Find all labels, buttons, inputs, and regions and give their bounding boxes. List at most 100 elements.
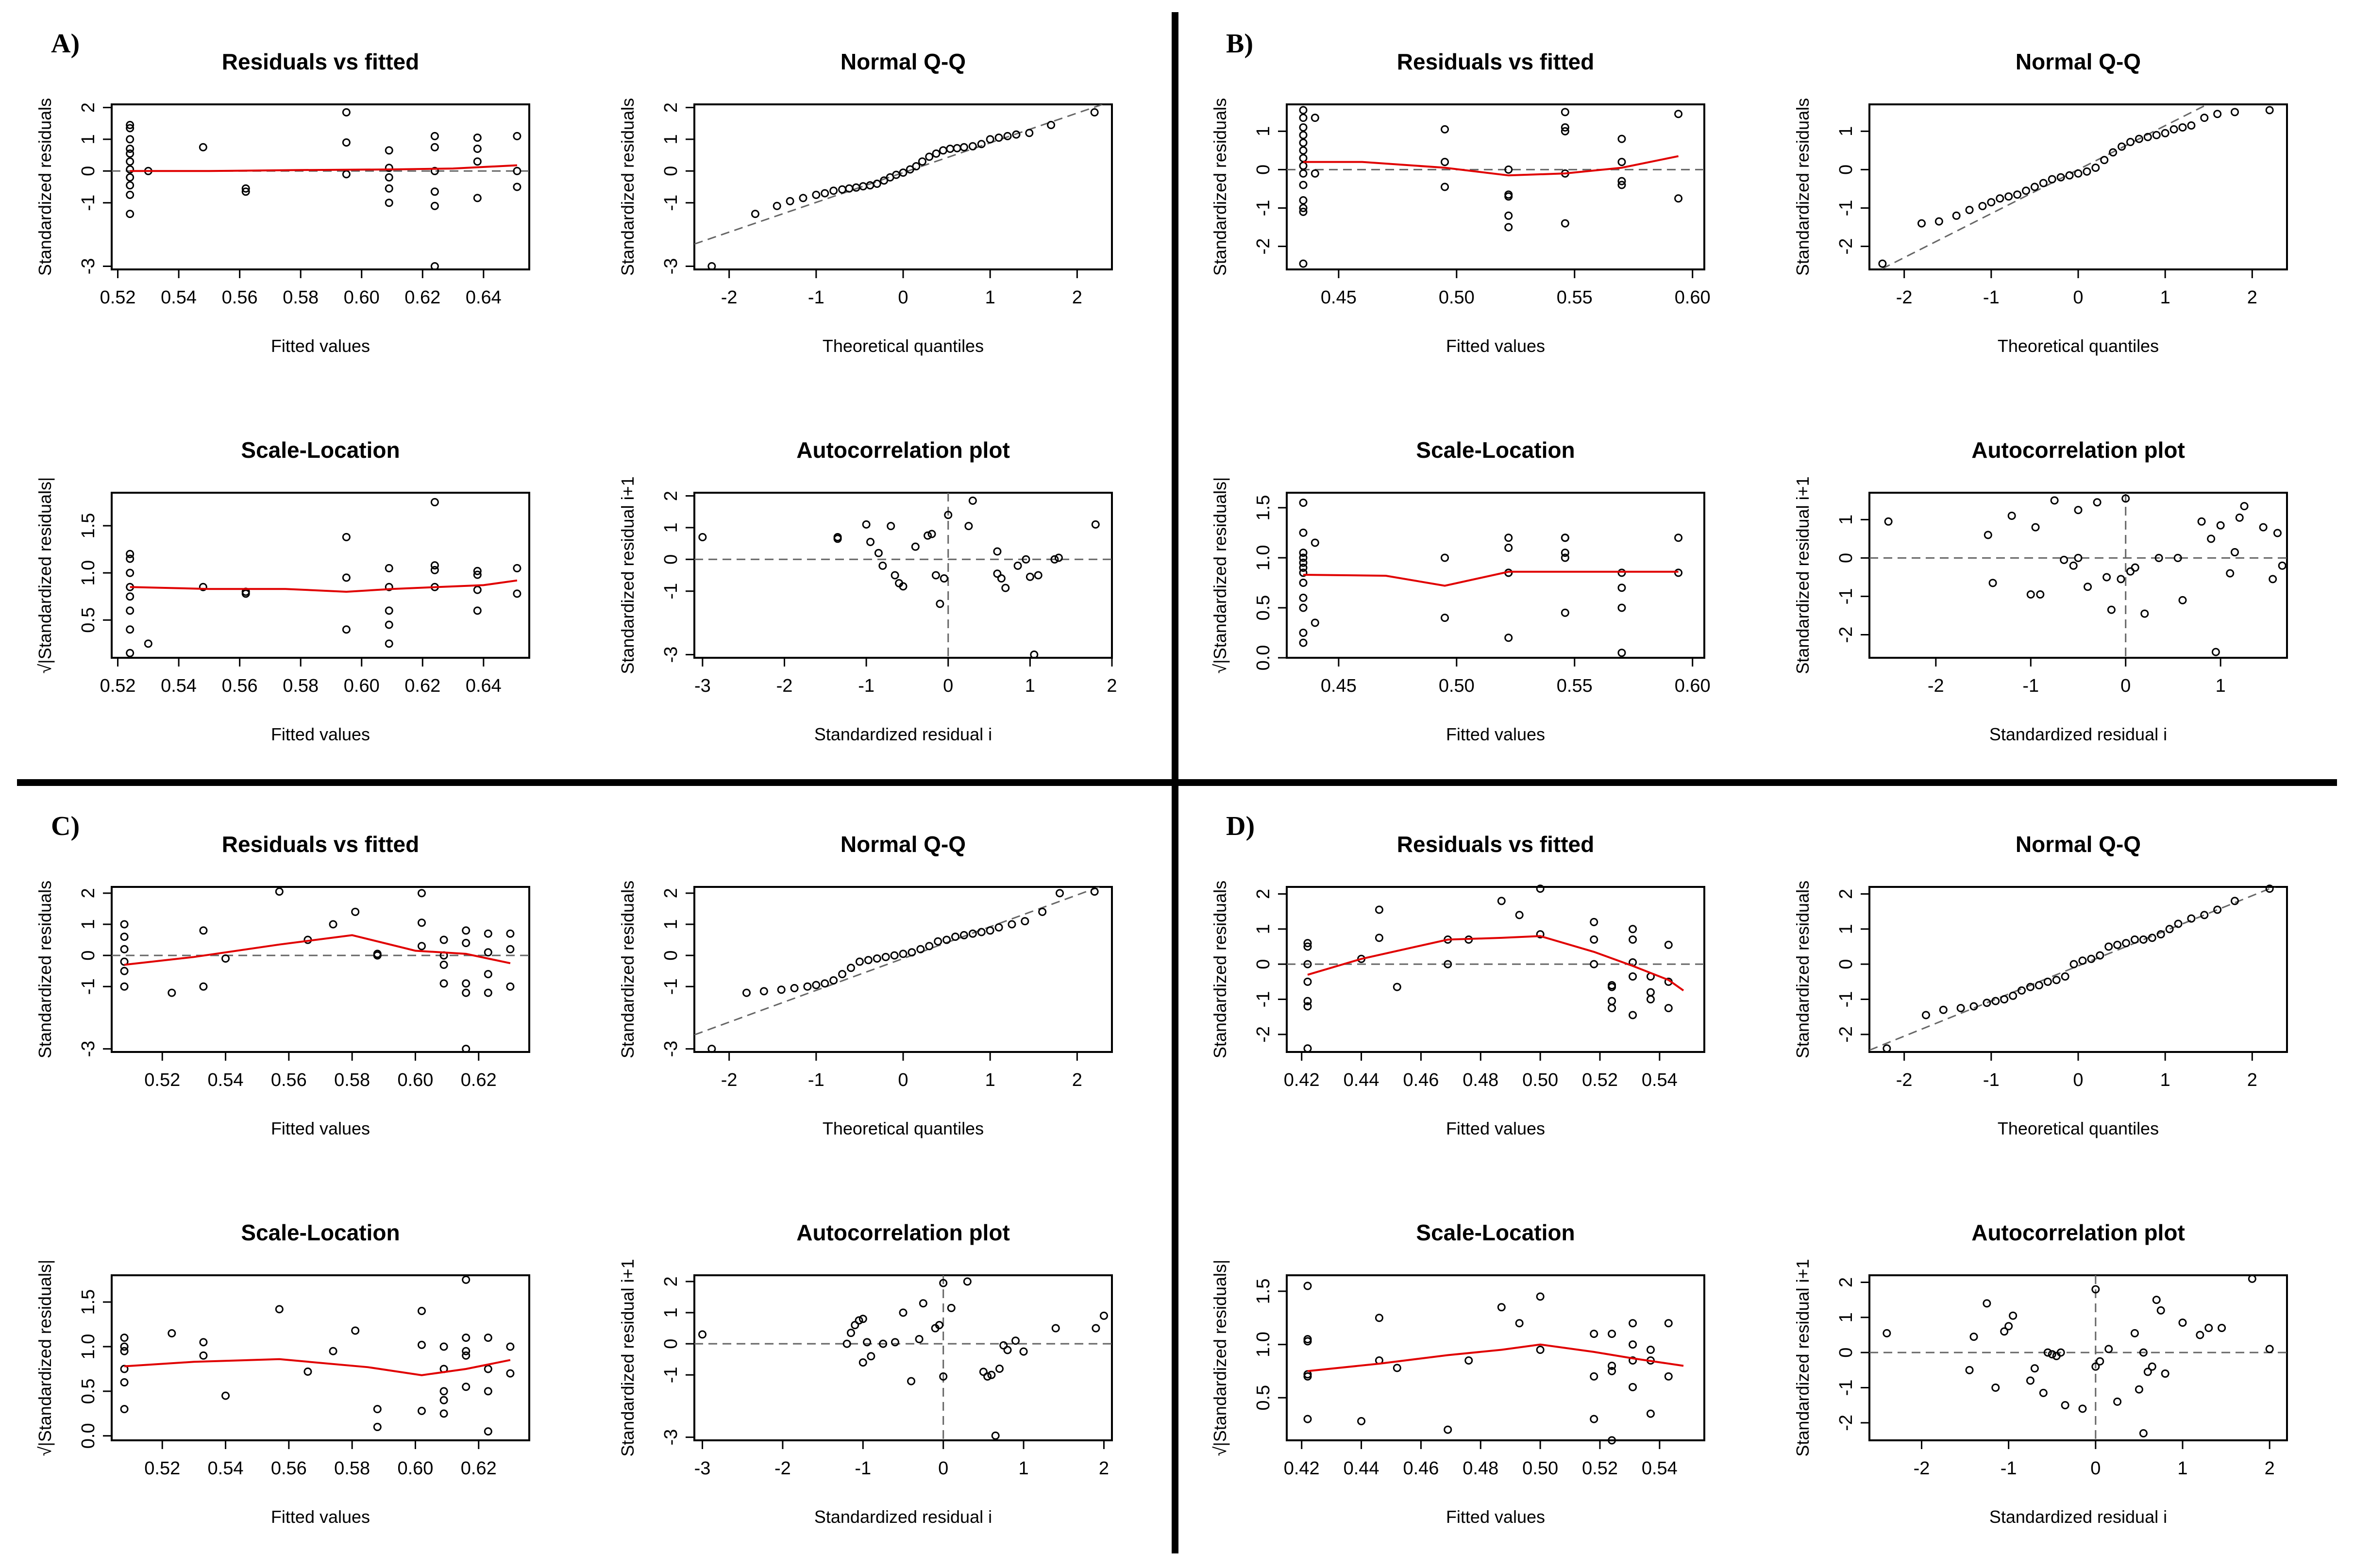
data-point	[1497, 897, 1506, 905]
data-point	[1983, 999, 1991, 1007]
y-tick-label: -3	[661, 647, 681, 663]
x-tick-label: -2	[721, 1070, 738, 1090]
x-tick-label: 0.46	[1403, 1070, 1439, 1090]
data-point	[2259, 523, 2268, 532]
data-point	[1504, 211, 1513, 220]
y-tick-label: 1	[78, 134, 99, 144]
plot-frame	[693, 1274, 1113, 1441]
x-tick-label: 0.62	[404, 676, 440, 696]
data-point	[1617, 649, 1626, 657]
x-tick-label: 0	[898, 287, 908, 308]
y-tick-label: 2	[661, 1276, 681, 1286]
y-tick-label: 0.0	[1253, 645, 1274, 671]
data-point	[1303, 939, 1312, 948]
data-point	[2200, 911, 2209, 919]
y-tick-label: -2	[1253, 1026, 1274, 1043]
x-tick-label: 0.62	[461, 1458, 497, 1479]
data-point	[1984, 531, 1992, 539]
data-point	[120, 1334, 129, 1342]
x-tick-label: 0.58	[334, 1070, 370, 1090]
data-point	[890, 951, 899, 960]
data-point	[329, 1347, 337, 1355]
x-tick-label: 1	[1025, 676, 1035, 696]
data-point	[126, 149, 135, 158]
y-axis-label: Standardized residuals	[1210, 881, 1230, 1058]
data-point	[2074, 553, 2083, 562]
data-point	[2265, 884, 2274, 893]
x-axis-label: Fitted values	[271, 1118, 370, 1138]
x-tick-label: 0.54	[1642, 1070, 1678, 1090]
x-tick-label: 0.50	[1439, 287, 1475, 308]
data-point	[994, 133, 1003, 142]
data-point	[2148, 934, 2156, 942]
x-tick-label: 0.60	[1675, 676, 1711, 696]
x-axis-label: Theoretical quantiles	[1998, 1118, 2159, 1138]
data-point	[2043, 1348, 2052, 1357]
x-tick-label: 2	[1072, 1070, 1082, 1090]
panel-title: Autocorrelation plot	[796, 437, 1010, 463]
data-point	[1099, 1311, 1108, 1320]
data-point	[2043, 977, 2052, 986]
data-point	[1441, 614, 1449, 622]
data-point	[1299, 578, 1308, 587]
data-point	[439, 1409, 448, 1418]
y-tick-label: 0.5	[78, 1379, 99, 1404]
data-point	[2004, 1322, 2013, 1331]
smoother-line	[1307, 935, 1684, 992]
data-point	[199, 982, 208, 991]
x-tick-label: 0.55	[1557, 676, 1593, 696]
data-point	[1012, 130, 1021, 139]
y-tick-label: -2	[1836, 627, 1856, 643]
data-point	[1299, 528, 1308, 537]
data-point	[430, 143, 439, 151]
y-axis-label: Standardized residuals	[1793, 881, 1813, 1058]
data-point	[2018, 986, 2026, 995]
data-point	[907, 1377, 916, 1385]
data-point	[1299, 154, 1308, 163]
x-axis-label: Theoretical quantiles	[1998, 336, 2159, 356]
panel-title: Normal Q-Q	[841, 49, 966, 74]
x-tick-label: 0.56	[271, 1458, 307, 1479]
x-tick-label: 0.64	[466, 287, 502, 308]
data-point	[1629, 1011, 1637, 1019]
y-axis-label: Standardized residual i+1	[618, 1259, 638, 1456]
data-point	[1504, 192, 1513, 201]
data-point	[1991, 997, 2000, 1005]
plot-frame	[693, 492, 1113, 659]
data-point	[1303, 1415, 1312, 1423]
y-tick-label: 0.5	[78, 607, 99, 633]
data-point	[939, 1279, 948, 1287]
data-point	[833, 534, 842, 543]
data-point	[506, 1342, 515, 1351]
y-tick-label: -1	[1836, 991, 1856, 1008]
data-point	[2152, 131, 2161, 139]
y-axis-label: √|Standardized residuals|	[1210, 477, 1230, 674]
data-point	[126, 592, 135, 601]
x-tick-label: -3	[694, 676, 711, 696]
data-point	[1299, 558, 1308, 567]
data-point	[2173, 553, 2182, 562]
data-point	[513, 589, 521, 598]
data-point	[342, 573, 351, 582]
x-tick-label: -1	[1983, 287, 2000, 308]
data-point	[1536, 930, 1545, 939]
data-point	[2273, 529, 2282, 537]
data-point	[462, 926, 471, 935]
x-tick-label: -1	[2001, 1458, 2017, 1479]
data-point	[2091, 163, 2100, 172]
data-point	[2130, 935, 2139, 944]
data-point	[2169, 125, 2178, 133]
x-tick-label: 0	[2090, 1458, 2101, 1479]
data-point	[851, 1321, 859, 1330]
data-point	[1299, 203, 1308, 212]
data-point	[915, 1335, 924, 1344]
data-point	[1617, 603, 1626, 612]
y-axis-label: √|Standardized residuals|	[35, 1260, 55, 1456]
data-point	[1617, 181, 1626, 189]
data-point	[968, 142, 977, 150]
panel-qq: Normal Q-Q -2 -1 0 1 2 -3 -1 0 1 2 Theoretical quan…	[618, 832, 1113, 1138]
y-tick-label: 1.5	[78, 513, 99, 539]
x-tick-label: 0.60	[344, 676, 380, 696]
data-point	[506, 945, 515, 953]
x-tick-label: -2	[776, 676, 793, 696]
